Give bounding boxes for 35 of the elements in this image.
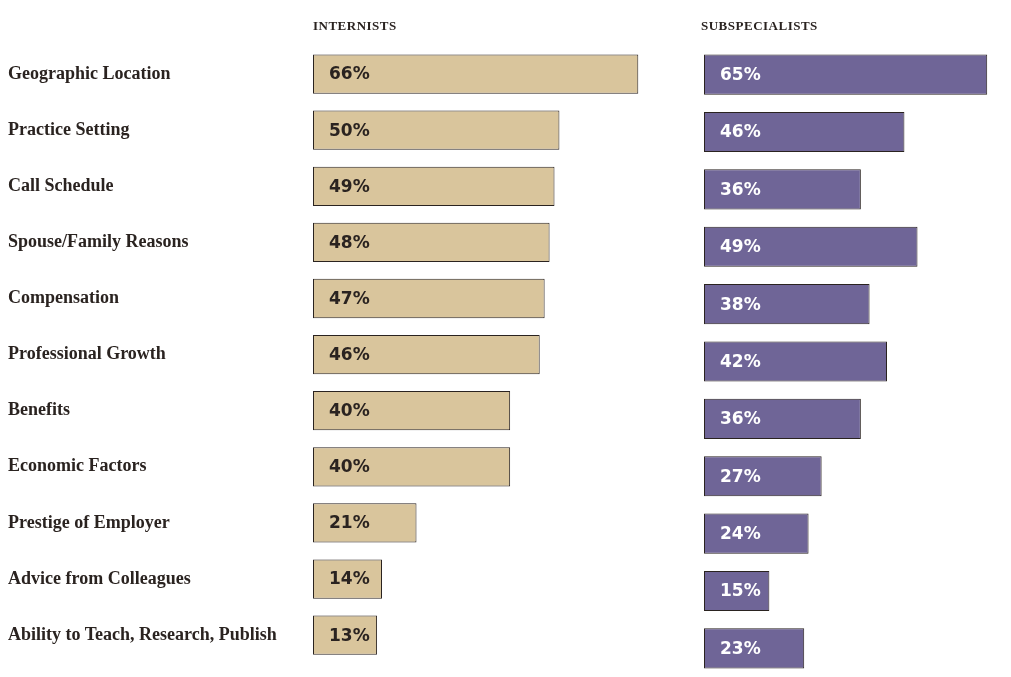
y-tick-label: Economic Factors [8,455,147,476]
data-label: 40% [329,400,370,421]
data-label: 42% [720,350,761,371]
data-label: 65% [720,64,761,85]
y-tick-label: Ability to Teach, Research, Publish [8,623,277,644]
data-label: 14% [329,568,370,589]
data-label: 49% [329,175,370,196]
y-tick-label: Benefits [8,399,70,420]
y-tick-label: Call Schedule [8,174,114,195]
data-label: 36% [720,178,761,199]
data-label: 13% [329,624,370,645]
data-label: 24% [720,523,761,544]
data-label: 47% [329,287,370,308]
data-label: 23% [720,637,761,658]
data-label: 49% [720,236,761,257]
data-label: 50% [329,119,370,140]
y-tick-label: Spouse/Family Reasons [8,231,189,252]
chart-title: INTERNISTS [313,18,397,34]
data-label: 46% [329,344,370,365]
data-label: 40% [329,456,370,477]
data-label: 48% [329,231,370,252]
data-label: 15% [720,580,761,601]
data-label: 36% [720,408,761,429]
data-label: 46% [720,121,761,142]
y-tick-label: Prestige of Employer [8,511,170,532]
y-tick-label: Practice Setting [8,118,130,139]
y-tick-label: Compensation [8,287,120,308]
y-tick-label: Advice from Colleagues [8,567,191,588]
y-tick-label: Professional Growth [8,343,166,364]
y-tick-label: Geographic Location [8,62,171,83]
chart-title: SUBSPECIALISTS [701,18,818,34]
data-label: 21% [329,512,370,533]
data-label: 27% [720,465,761,486]
data-label: 66% [329,63,370,84]
data-label: 38% [720,293,761,314]
